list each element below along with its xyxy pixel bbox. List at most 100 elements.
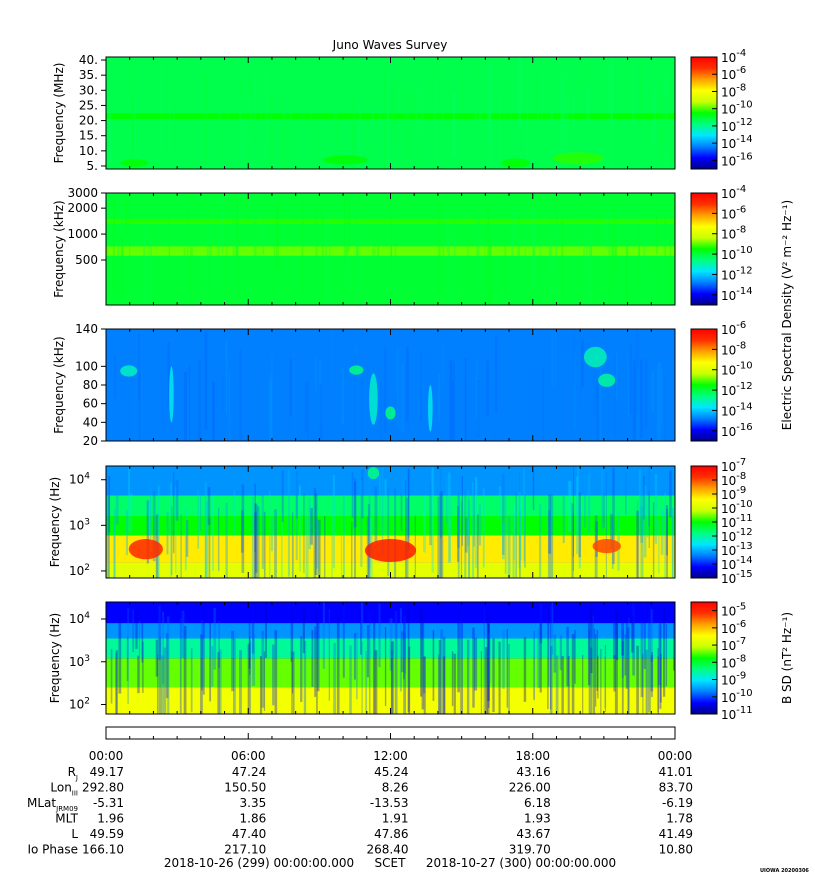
texture-streak — [561, 218, 564, 298]
texture-streak — [374, 233, 376, 269]
texture-streak — [610, 223, 614, 300]
texture-streak — [125, 510, 129, 556]
texture-streak — [555, 655, 559, 714]
texture-streak — [482, 488, 485, 568]
y-tick-label: 20 — [83, 434, 98, 448]
colorbar-tick-label: 10-14 — [721, 401, 753, 418]
texture-streak — [407, 494, 410, 538]
y-axis-label: Frequency (Hz) — [48, 613, 62, 704]
texture-streak — [548, 494, 552, 554]
band — [106, 638, 675, 659]
texture-streak — [437, 496, 440, 578]
texture-streak — [265, 603, 267, 659]
texture-streak — [244, 102, 247, 169]
texture-streak — [442, 354, 444, 441]
texture-streak — [124, 199, 126, 242]
texture-streak — [350, 88, 354, 169]
texture-streak — [360, 602, 364, 638]
texture-streak — [291, 609, 294, 694]
colorbar-tick-label: 10-12 — [721, 265, 753, 282]
texture-streak — [236, 237, 239, 305]
texture-streak — [614, 234, 617, 281]
texture-streak — [666, 508, 668, 578]
colorbar-tick-label: 10-9 — [721, 671, 746, 688]
ephemeris-value: 3.35 — [240, 796, 267, 810]
texture-streak — [280, 514, 283, 578]
texture-streak — [627, 364, 629, 417]
texture-streak — [626, 353, 629, 392]
texture-streak — [361, 469, 364, 519]
colorbar-tick-label: 10-8 — [721, 340, 746, 357]
texture-streak — [209, 621, 212, 702]
y-tick-label: 35. — [79, 68, 98, 82]
texture-streak — [610, 63, 613, 169]
texture-streak — [115, 484, 119, 525]
y-tick-label: 60 — [83, 397, 98, 411]
ephemeris-value: 150.50 — [224, 781, 266, 795]
credit-label: UIOWA 20200306 — [760, 868, 809, 874]
texture-streak — [596, 629, 599, 691]
texture-streak — [572, 466, 575, 557]
texture-streak — [651, 370, 654, 412]
texture-streak — [445, 474, 448, 525]
ephemeris-value: -13.53 — [370, 796, 409, 810]
texture-streak — [643, 486, 647, 558]
texture-streak — [335, 351, 337, 418]
texture-streak — [464, 517, 468, 553]
ephemeris-value: 49.17 — [90, 765, 124, 779]
texture-streak — [404, 86, 407, 169]
texture-streak — [571, 503, 574, 578]
emission-feature — [120, 159, 149, 167]
texture-streak — [583, 238, 585, 305]
texture-streak — [550, 606, 552, 710]
texture-streak — [597, 655, 599, 699]
texture-streak — [504, 496, 507, 574]
texture-streak — [673, 615, 675, 671]
y-tick-label: 1000 — [67, 227, 98, 241]
texture-streak — [640, 506, 644, 578]
colorbar-tick-label: 10-14 — [721, 134, 753, 151]
texture-streak — [219, 649, 222, 714]
texture-streak — [345, 222, 348, 285]
texture-streak — [487, 622, 490, 702]
texture-streak — [140, 366, 143, 433]
texture-streak — [374, 486, 378, 542]
texture-streak — [643, 228, 646, 280]
texture-streak — [141, 621, 144, 663]
texture-streak — [183, 626, 187, 714]
texture-streak — [168, 214, 170, 280]
texture-streak — [205, 502, 208, 578]
texture-streak — [638, 224, 641, 300]
colorbar-tick-label: 10-10 — [721, 245, 753, 262]
texture-streak — [407, 602, 410, 713]
texture-streak — [447, 228, 450, 305]
colorbar-tick-label: 10-6 — [721, 65, 746, 82]
y-tick-label: 104 — [69, 472, 90, 487]
texture-streak — [175, 480, 179, 521]
texture-streak — [414, 515, 416, 578]
texture-streak — [351, 521, 353, 578]
texture-streak — [502, 68, 506, 167]
texture-streak — [353, 478, 357, 528]
texture-streak — [635, 330, 639, 415]
panel-hz-electric-image — [106, 466, 675, 578]
texture-streak — [420, 609, 423, 697]
texture-streak — [663, 605, 666, 697]
texture-streak — [456, 506, 460, 562]
texture-streak — [269, 381, 273, 441]
texture-streak — [261, 495, 264, 569]
texture-streak — [239, 650, 242, 714]
texture-streak — [397, 346, 400, 429]
texture-streak — [314, 493, 318, 575]
texture-streak — [453, 360, 455, 441]
texture-streak — [658, 624, 662, 686]
texture-streak — [148, 221, 150, 305]
y-axis-label: Frequency (kHz) — [52, 336, 66, 433]
texture-streak — [440, 467, 442, 538]
texture-streak — [504, 228, 507, 296]
texture-streak — [190, 648, 193, 713]
texture-streak — [480, 651, 482, 714]
texture-streak — [452, 380, 454, 441]
texture-streak — [655, 213, 658, 255]
